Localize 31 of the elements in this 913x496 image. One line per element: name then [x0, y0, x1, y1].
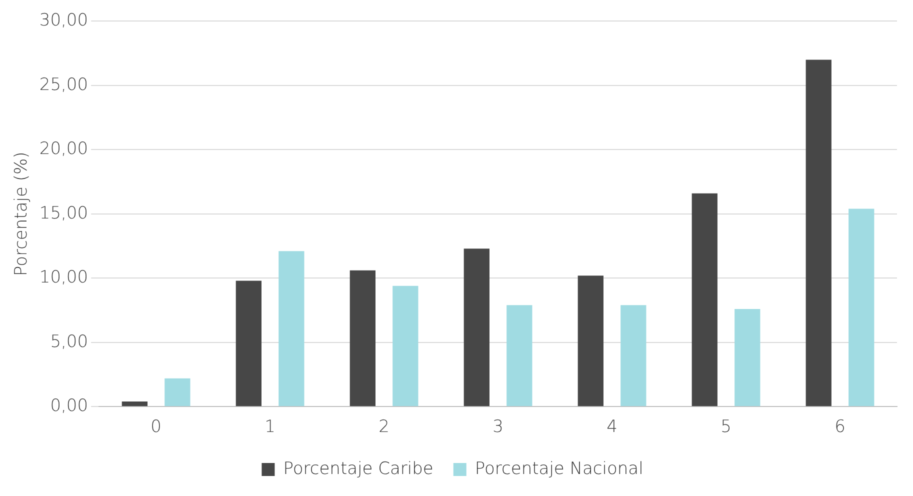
- bar: [734, 308, 760, 406]
- legend-label: Porcentaje Caribe: [283, 458, 434, 479]
- x-tick-label: 6: [834, 417, 846, 438]
- bar: [506, 305, 532, 406]
- bar: [578, 276, 604, 406]
- y-tick-label: 15,00: [39, 203, 88, 224]
- bar: [236, 280, 262, 406]
- x-tick-label: 0: [150, 417, 162, 438]
- bar: [692, 193, 718, 406]
- x-tick-label: 2: [378, 417, 390, 438]
- legend-label: Porcentaje Nacional: [474, 458, 644, 479]
- y-tick-label: 10,00: [39, 268, 88, 288]
- bar: [806, 60, 832, 406]
- bar: [122, 401, 148, 406]
- y-tick-label: 25,00: [39, 74, 88, 95]
- bar: [848, 208, 874, 406]
- x-tick-label: 1: [264, 417, 276, 438]
- y-axis-title: Porcentaje (%): [12, 152, 32, 276]
- x-tick-label: 4: [606, 417, 618, 438]
- bar: [350, 270, 376, 406]
- x-tick-label: 5: [720, 417, 732, 438]
- y-tick-label: 0,00: [50, 396, 88, 416]
- bar: [278, 251, 304, 406]
- y-tick-label: 30,00: [39, 10, 88, 31]
- y-tick-label: 20,00: [39, 139, 88, 160]
- bar: [392, 286, 418, 406]
- bar: [164, 378, 190, 406]
- y-tick-label: 5,00: [50, 332, 88, 352]
- bar: [464, 248, 490, 406]
- x-tick-label: 3: [492, 417, 504, 438]
- bar: [620, 305, 646, 406]
